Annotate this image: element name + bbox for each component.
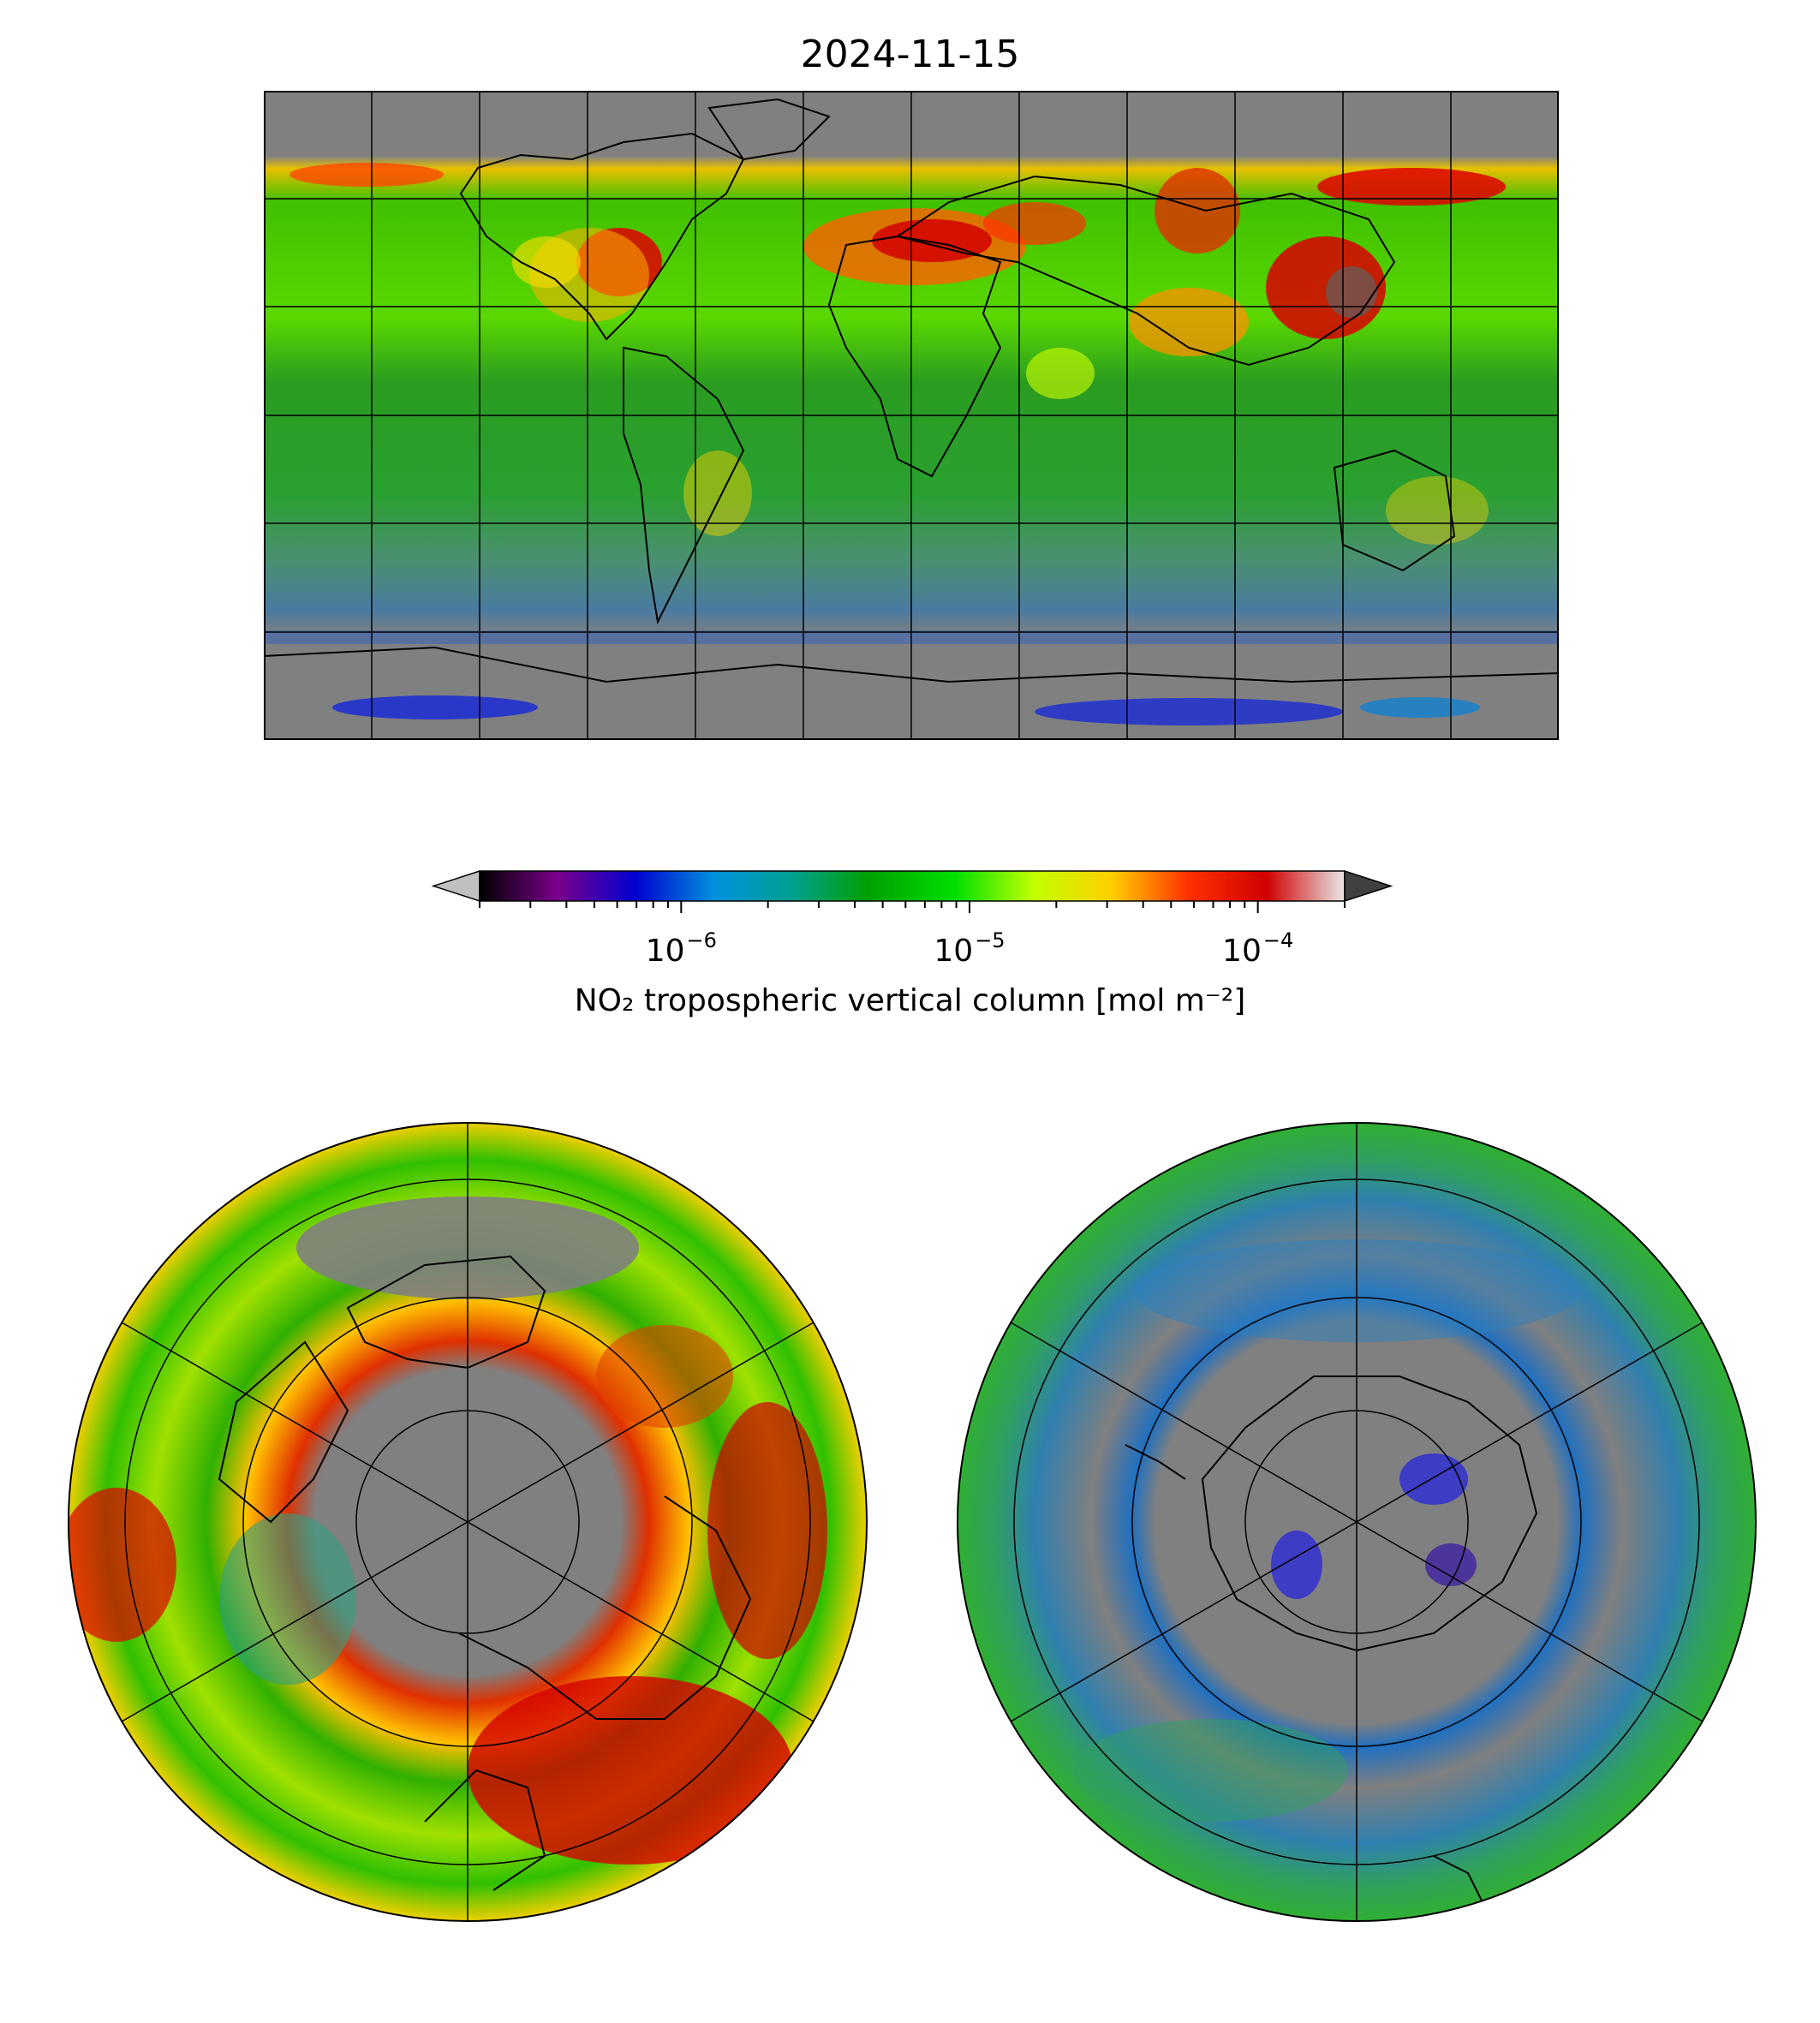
north-polar-map xyxy=(65,1119,870,1925)
colorbar-over-extension xyxy=(1345,871,1391,901)
colorbar-tick-label: 10−6 xyxy=(646,934,717,969)
colorbar-tick-label: 10−4 xyxy=(1222,934,1293,969)
colorbar-tick-label: 10−5 xyxy=(934,934,1005,969)
colorbar-ticks xyxy=(480,901,1345,913)
figure-title: 2024-11-15 xyxy=(0,33,1820,76)
colorbar xyxy=(428,869,1396,929)
colorbar-gradient xyxy=(480,871,1345,901)
colorbar-under-extension xyxy=(433,871,480,901)
colorbar-label: NO₂ tropospheric vertical column [mol m⁻… xyxy=(0,983,1820,1018)
global-map xyxy=(264,91,1559,740)
south-polar-map xyxy=(954,1119,1759,1925)
